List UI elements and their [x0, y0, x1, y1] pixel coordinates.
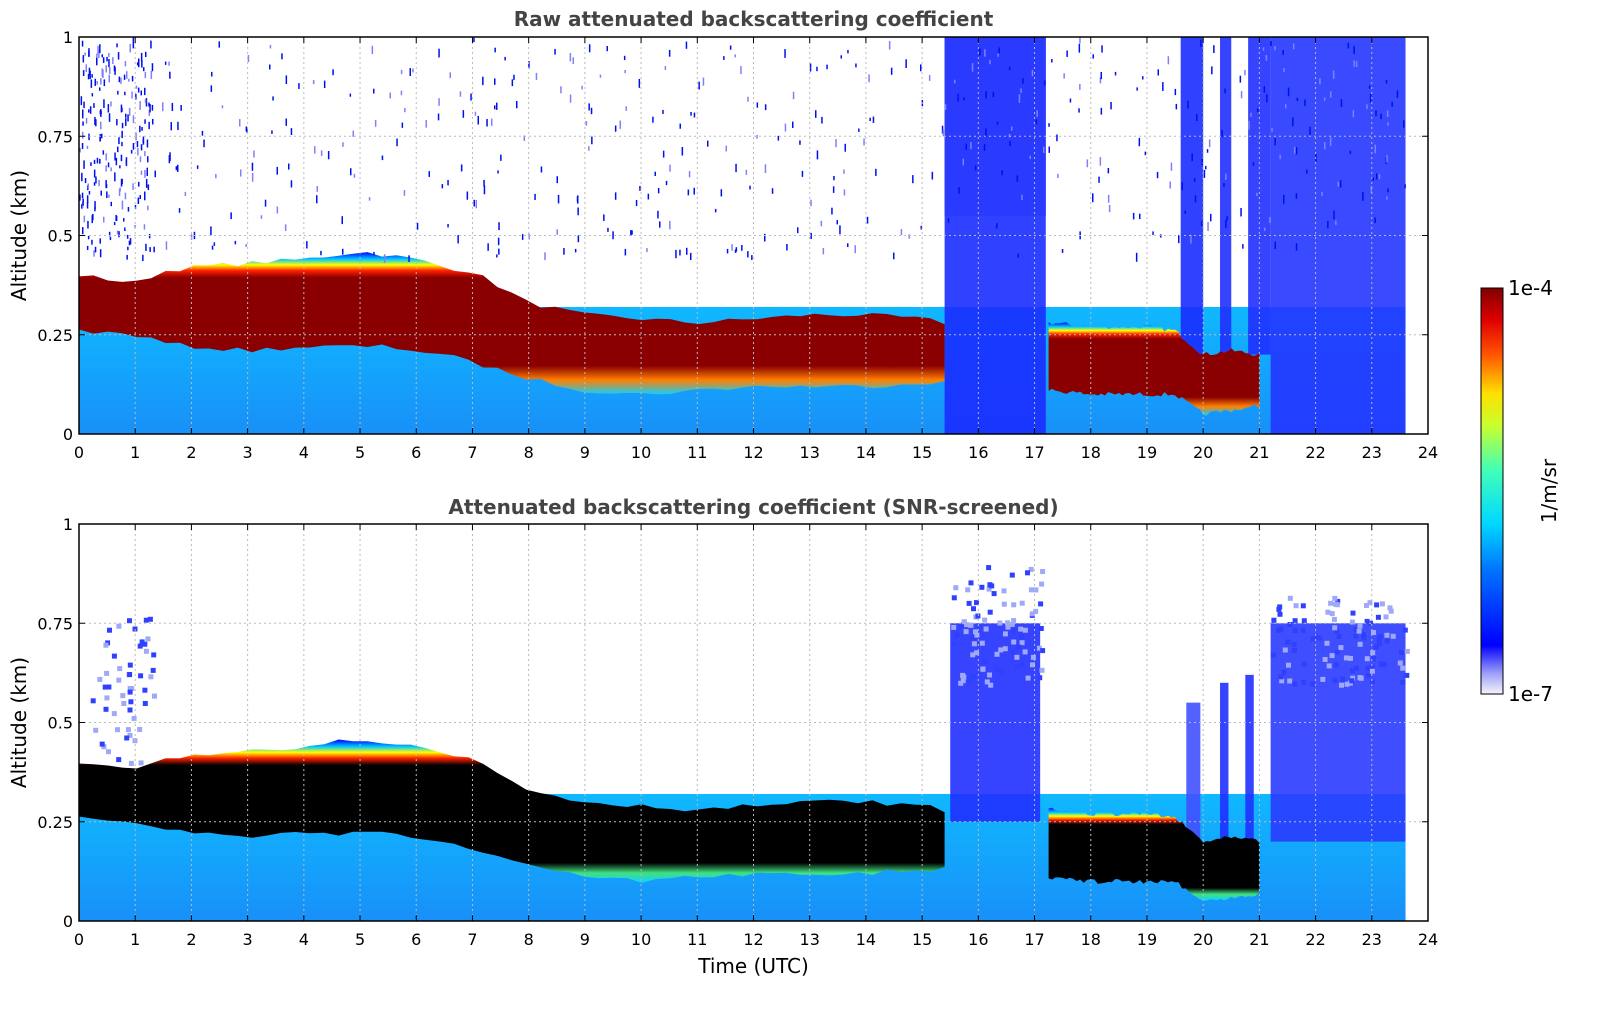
y-tick-label: 1	[63, 515, 73, 534]
x-tick-label: 15	[912, 443, 932, 462]
x-tick-label: 12	[743, 930, 763, 949]
x-tick-label: 19	[1137, 443, 1157, 462]
y-tick-label: 0	[63, 425, 73, 444]
y-tick-label: 1	[63, 28, 73, 47]
y-tick-label: 0.25	[37, 326, 73, 345]
panel-title: Raw attenuated backscattering coefficien…	[514, 7, 994, 31]
x-tick-label: 17	[1024, 443, 1044, 462]
x-tick-label: 2	[186, 930, 196, 949]
x-tick-label: 10	[631, 930, 651, 949]
x-tick-label: 22	[1305, 930, 1325, 949]
x-tick-label: 21	[1249, 443, 1269, 462]
colorbar: 1e-4 1e-7 1/m/sr	[1480, 276, 1561, 706]
x-tick-label: 0	[74, 930, 84, 949]
panel-title: Attenuated backscattering coefficient (S…	[448, 495, 1058, 519]
x-tick-label: 18	[1081, 930, 1101, 949]
colorbar-unit-label: 1/m/sr	[1537, 458, 1561, 523]
x-tick-label: 16	[968, 443, 988, 462]
x-tick-label: 23	[1362, 443, 1382, 462]
x-tick-label: 15	[912, 930, 932, 949]
x-tick-label: 1	[130, 930, 140, 949]
x-tick-label: 3	[243, 930, 253, 949]
x-tick-label: 4	[299, 930, 309, 949]
x-tick-label: 7	[467, 443, 477, 462]
backscatter-field	[79, 37, 1406, 434]
x-tick-label: 5	[355, 443, 365, 462]
grid-lines	[79, 524, 1428, 921]
x-tick-label: 14	[856, 443, 876, 462]
x-tick-label: 12	[743, 443, 763, 462]
colorbar-max-label: 1e-4	[1508, 276, 1553, 300]
y-tick-label: 0.75	[37, 127, 73, 146]
x-tick-label: 5	[355, 930, 365, 949]
x-tick-label: 22	[1305, 443, 1325, 462]
y-tick-label: 0	[63, 912, 73, 931]
x-tick-label: 6	[411, 930, 421, 949]
x-tick-label: 13	[800, 930, 820, 949]
y-axis-label: Altitude (km)	[7, 657, 31, 788]
x-tick-label: 1	[130, 443, 140, 462]
y-tick-label: 0.75	[37, 614, 73, 633]
x-tick-label: 16	[968, 930, 988, 949]
x-tick-label: 8	[524, 930, 534, 949]
x-tick-label: 7	[467, 930, 477, 949]
y-tick-label: 0.25	[37, 813, 73, 832]
x-tick-label: 17	[1024, 930, 1044, 949]
x-tick-label: 9	[580, 930, 590, 949]
noise-speckles	[79, 37, 1406, 263]
x-tick-label: 8	[524, 443, 534, 462]
raw-backscatter-panel: 0 1 2 3 4 5 6 7 8 9 10 11 12 13 14 15 16 17 18 19 20 21 22 23 24…	[7, 7, 1438, 462]
x-tick-label: 19	[1137, 930, 1157, 949]
colorbar-gradient	[1480, 287, 1504, 695]
x-tick-label: 11	[687, 443, 707, 462]
snr-screened-backscatter-panel: 0 1 2 3 4 5 6 7 8 9 10 11 12 13 14 15 16 17 18 19 20 21 22 23 24…	[7, 495, 1438, 978]
x-tick-label: 21	[1249, 930, 1269, 949]
x-tick-label: 0	[74, 443, 84, 462]
x-tick-label: 13	[800, 443, 820, 462]
y-axis-label: Altitude (km)	[7, 170, 31, 301]
x-tick-label: 20	[1193, 930, 1213, 949]
x-tick-label: 11	[687, 930, 707, 949]
x-tick-label: 4	[299, 443, 309, 462]
x-axis-label: Time (UTC)	[697, 954, 809, 978]
x-tick-label: 20	[1193, 443, 1213, 462]
x-tick-label: 18	[1081, 443, 1101, 462]
y-tick-label: 0.5	[48, 227, 73, 246]
screened-fringe	[90, 565, 1410, 766]
x-tick-label: 10	[631, 443, 651, 462]
colorbar-min-label: 1e-7	[1508, 682, 1553, 706]
x-tick-label: 14	[856, 930, 876, 949]
x-tick-label: 2	[186, 443, 196, 462]
grid-lines	[79, 37, 1428, 434]
x-tick-label: 23	[1362, 930, 1382, 949]
x-tick-label: 24	[1418, 930, 1438, 949]
y-tick-label: 0.5	[48, 714, 73, 733]
x-tick-label: 3	[243, 443, 253, 462]
x-tick-label: 6	[411, 443, 421, 462]
x-tick-label: 9	[580, 443, 590, 462]
x-tick-label: 24	[1418, 443, 1438, 462]
